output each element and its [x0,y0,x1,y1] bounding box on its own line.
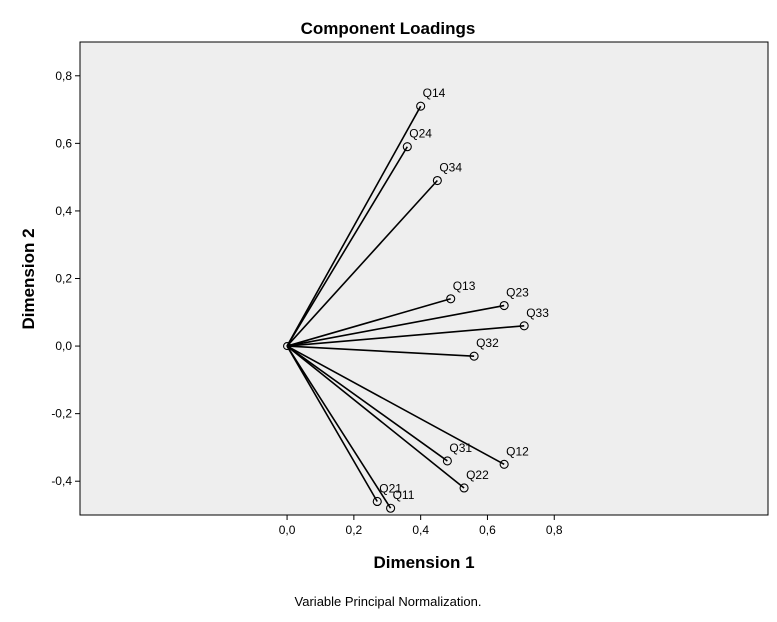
point-label-q24: Q24 [409,127,432,141]
y-tick-label: 0,4 [55,204,72,218]
point-label-q21: Q21 [379,481,402,495]
plot-area [79,41,769,516]
y-tick-label: 0,0 [55,339,72,353]
vector-q14 [286,105,422,347]
loading-vectors [286,105,525,509]
y-tick-label: 0,6 [55,136,72,150]
chart-title: Component Loadings [301,19,476,38]
vector-q22 [286,345,465,489]
x-tick-label: 0,4 [412,523,429,537]
y-tick-label: -0,4 [51,474,72,488]
point-q23 [499,300,509,311]
point-q33 [519,321,529,331]
x-tick-label: 0,8 [546,523,563,537]
point-q13 [446,294,456,304]
point-label-q22: Q22 [466,468,489,482]
point-q24 [402,142,412,152]
point-q12 [499,459,509,469]
vector-q24 [286,146,408,347]
vector-q13 [286,298,451,347]
y-tick-label: 0,8 [55,69,72,83]
point-label-q34: Q34 [439,161,462,175]
vector-q33 [286,325,525,347]
y-tick-label: -0,2 [51,407,72,421]
loading-points [283,101,529,513]
point-label-q13: Q13 [453,279,476,293]
vector-q32 [287,345,475,358]
vector-q34 [286,179,438,347]
x-tick-label: 0,2 [346,523,363,537]
point-label-q23: Q23 [506,286,529,300]
point-label-q32: Q32 [476,336,499,350]
y-tick-label: 0,2 [55,272,72,286]
point-label-q14: Q14 [423,86,446,100]
point-q11 [386,503,396,513]
normalization-note: Variable Principal Normalization. [295,594,482,609]
vector-q21 [286,345,378,502]
point-q21 [372,496,382,507]
point-label-q11: Q11 [393,488,415,502]
y-axis-title: Dimension 2 [19,228,38,329]
point-q32 [469,351,479,361]
point-q22 [459,483,469,493]
x-axis: 0,0 0,2 0,4 0,6 0,8 [279,515,563,537]
point-label-q31: Q31 [449,441,472,455]
origin-marker [283,342,292,351]
point-q31 [442,456,452,466]
vector-q31 [286,345,448,462]
x-axis-title: Dimension 1 [373,553,474,572]
y-axis: -0,4 -0,2 0,0 0,2 0,4 0,6 0,8 [51,69,80,488]
x-tick-label: 0,6 [479,523,496,537]
vector-q23 [286,304,505,347]
vector-q11 [286,345,392,509]
point-q34 [432,175,442,186]
x-tick-label: 0,0 [279,523,296,537]
point-label-q12: Q12 [506,444,529,458]
vector-q12 [286,345,505,466]
point-label-q33: Q33 [526,306,549,320]
point-q14 [416,101,426,111]
